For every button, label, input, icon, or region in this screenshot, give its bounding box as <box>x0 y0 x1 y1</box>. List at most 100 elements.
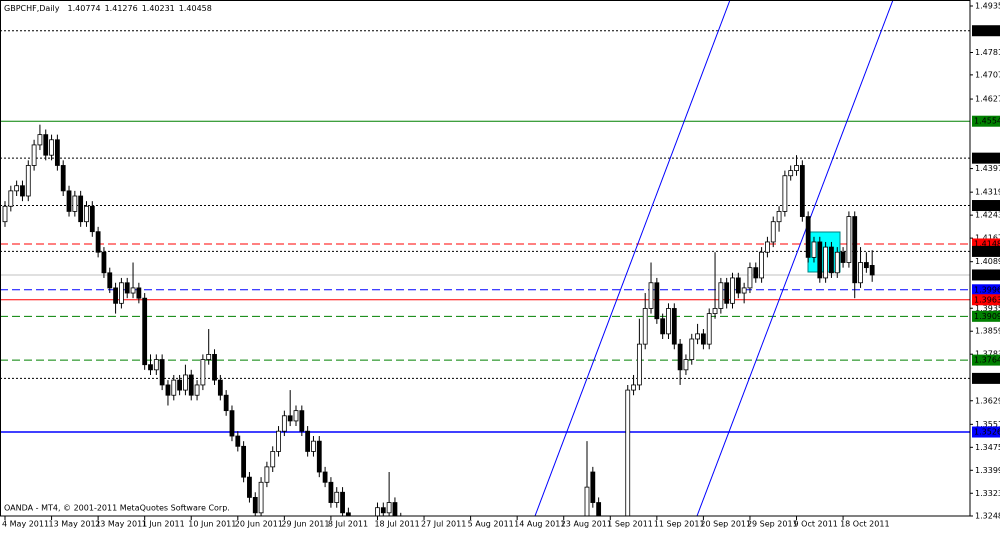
candle-body <box>730 277 735 304</box>
level-label: 1.39968 <box>974 285 1000 294</box>
candle-body <box>299 410 305 432</box>
candle-body <box>386 502 392 514</box>
candle-body <box>759 251 764 279</box>
candle-body <box>235 435 241 447</box>
candle-body <box>869 265 875 276</box>
candle-body <box>753 267 759 279</box>
candle-body <box>188 374 194 396</box>
level-label: 1.39090 <box>974 312 1000 321</box>
y-tick-label: 1.43197 <box>975 188 1000 197</box>
candle-body <box>701 333 706 345</box>
candle-body <box>811 241 817 258</box>
level-label: 1.42755 <box>974 201 1000 210</box>
level-label: 1.48537 <box>974 26 1000 35</box>
y-tick-label: 1.41677 <box>975 234 1000 243</box>
candle-body <box>584 486 590 516</box>
x-tick-label: 14 Aug 2011 <box>514 520 565 529</box>
x-tick-label: 20 Sep 2011 <box>700 520 751 529</box>
candle-body <box>148 364 153 371</box>
channel-line <box>534 0 731 516</box>
candle-body <box>89 205 95 233</box>
low-price: 1.40231 <box>142 4 175 13</box>
candle-body <box>276 430 281 452</box>
candle-body <box>8 190 14 207</box>
y-tick-label: 1.40897 <box>975 257 1000 266</box>
level-label-bg <box>972 354 1000 366</box>
candle-body <box>142 297 148 366</box>
y-tick-label: 1.49355 <box>975 2 1000 11</box>
candle-body <box>241 445 247 478</box>
y-tick-label: 1.46277 <box>975 95 1000 104</box>
candle-body <box>724 282 730 304</box>
candle-body <box>84 205 89 223</box>
candle-body <box>316 440 322 473</box>
y-tick-label: 1.47817 <box>975 48 1000 57</box>
candle-body <box>20 185 25 197</box>
y-tick-label: 1.35517 <box>975 420 1000 429</box>
x-tick-label: 18 Oct 2011 <box>840 520 889 529</box>
candle-body <box>776 211 782 223</box>
candle-body <box>590 471 596 503</box>
candle-body <box>636 343 642 386</box>
candle-body <box>788 170 794 177</box>
y-tick-label: 1.38597 <box>975 327 1000 336</box>
candle-body <box>2 205 8 223</box>
y-tick-label: 1.39357 <box>975 304 1000 313</box>
candle-body <box>287 415 293 422</box>
candle-body <box>642 308 648 345</box>
open-price: 1.40774 <box>68 4 101 13</box>
footer: OANDA - MT4, © 2001-2011 MetaQuotes Soft… <box>4 504 230 513</box>
candle-body <box>799 165 805 217</box>
plot-frame <box>0 0 971 517</box>
candle-body <box>648 282 654 309</box>
high-price: 1.41276 <box>105 4 138 13</box>
y-tick-label: 1.37837 <box>975 350 1000 359</box>
candle-body <box>258 481 264 514</box>
candle-body <box>159 359 165 386</box>
candle-body <box>107 272 113 289</box>
chart-title: GBPCHF,Daily 1.40774 1.41276 1.40231 1.40458 <box>4 4 212 13</box>
y-tick-label: 1.32485 <box>975 512 1000 521</box>
candle-body <box>183 374 188 391</box>
candle-body <box>741 287 747 294</box>
candle-body <box>747 267 753 289</box>
candle-body <box>252 497 258 514</box>
x-tick-label: 1 Jun 2011 <box>142 520 185 529</box>
candle-body <box>25 165 31 197</box>
candle-body <box>852 216 858 284</box>
x-tick-label: 20 Jun 2011 <box>235 520 283 529</box>
candle-body <box>770 221 776 243</box>
candle-body <box>223 394 229 412</box>
candle-body <box>43 134 49 156</box>
level-label-bg <box>972 25 1000 37</box>
candle-body <box>846 216 852 263</box>
candle-body <box>153 359 159 371</box>
candle-body <box>380 507 386 514</box>
candle-body <box>328 481 334 503</box>
candle-body <box>671 308 677 345</box>
level-label: 1.35263 <box>974 428 1000 437</box>
candle-body <box>136 287 142 299</box>
candle-body <box>281 415 287 432</box>
candle-body <box>660 318 666 335</box>
candle-body <box>334 491 340 503</box>
level-label-bg <box>972 269 1000 281</box>
candle-body <box>72 195 78 212</box>
candle-body <box>392 502 398 516</box>
level-label-bg <box>972 245 1000 257</box>
candle-body <box>823 246 829 279</box>
y-tick-label: 1.47077 <box>975 70 1000 79</box>
x-tick-label: 23 Aug 2011 <box>561 520 612 529</box>
level-label: 1.45544 <box>974 117 1000 126</box>
candle-body <box>311 440 316 452</box>
level-label-bg <box>972 200 1000 212</box>
candle-body <box>293 410 299 422</box>
level-label: 1.37642 <box>974 356 1000 365</box>
candle-body <box>101 251 107 274</box>
candle-body <box>217 379 223 396</box>
candle-body <box>817 241 823 279</box>
x-tick-label: 9 Oct 2011 <box>794 520 838 529</box>
candle-body <box>130 287 136 294</box>
level-label: 1.37037 <box>974 374 1000 383</box>
